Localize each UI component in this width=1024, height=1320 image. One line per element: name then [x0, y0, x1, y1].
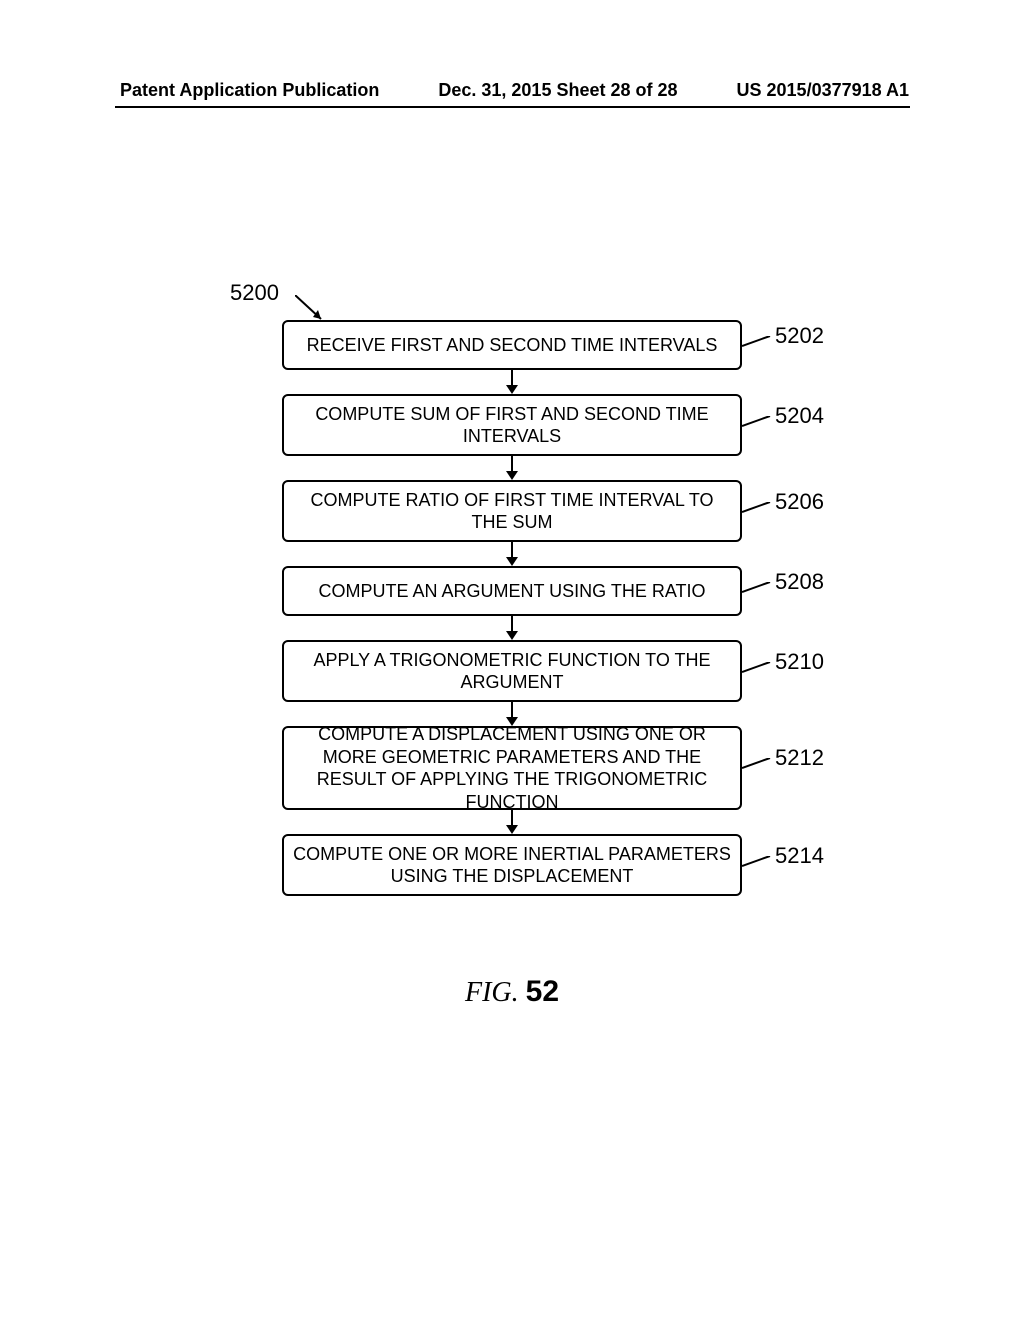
flow-connector: [0, 456, 1024, 480]
flow-box-5208: COMPUTE AN ARGUMENT USING THE RATIO: [282, 566, 742, 616]
flow-box-text: RECEIVE FIRST AND SECOND TIME INTERVALS: [307, 334, 718, 357]
flow-box-5206: COMPUTE RATIO OF FIRST TIME INTERVAL TO …: [282, 480, 742, 542]
flow-connector: [0, 542, 1024, 566]
flow-box-5212: COMPUTE A DISPLACEMENT USING ONE OR MORE…: [282, 726, 742, 810]
arrow-down-icon: [506, 557, 518, 566]
page: Patent Application Publication Dec. 31, …: [0, 0, 1024, 1320]
header-divider: [115, 106, 910, 108]
flow-box-5214: COMPUTE ONE OR MORE INERTIAL PARAMETERS …: [282, 834, 742, 896]
flow-ref-label: 5202: [775, 323, 824, 349]
flow-ref-label: 5214: [775, 843, 824, 869]
ref-leader: [742, 336, 772, 356]
flow-ref-label: 5204: [775, 403, 824, 429]
flow-ref-label: 5212: [775, 745, 824, 771]
flow-row: COMPUTE AN ARGUMENT USING THE RATIO 5208: [0, 566, 1024, 616]
flow-box-5202: RECEIVE FIRST AND SECOND TIME INTERVALS: [282, 320, 742, 370]
flow-row: COMPUTE ONE OR MORE INERTIAL PARAMETERS …: [0, 834, 1024, 896]
flow-box-text: COMPUTE AN ARGUMENT USING THE RATIO: [318, 580, 705, 603]
flow-box-text: COMPUTE ONE OR MORE INERTIAL PARAMETERS …: [292, 843, 732, 888]
figure-number: 52: [526, 975, 559, 1008]
flow-box-5210: APPLY A TRIGONOMETRIC FUNCTION TO THE AR…: [282, 640, 742, 702]
flow-connector: [0, 370, 1024, 394]
ref-leader: [742, 416, 772, 436]
flow-ref-label: 5206: [775, 489, 824, 515]
flow-connector: [0, 810, 1024, 834]
header-center: Dec. 31, 2015 Sheet 28 of 28: [438, 80, 677, 101]
arrow-down-icon: [506, 825, 518, 834]
flow-row: COMPUTE SUM OF FIRST AND SECOND TIME INT…: [0, 394, 1024, 456]
flow-row: APPLY A TRIGONOMETRIC FUNCTION TO THE AR…: [0, 640, 1024, 702]
header-right: US 2015/0377918 A1: [737, 80, 909, 101]
ref-leader: [742, 758, 772, 778]
figure-prefix: FIG.: [465, 977, 519, 1008]
ref-leader: [742, 582, 772, 602]
flow-connector: [0, 616, 1024, 640]
flow-box-5204: COMPUTE SUM OF FIRST AND SECOND TIME INT…: [282, 394, 742, 456]
arrow-down-icon: [506, 471, 518, 480]
flow-box-text: COMPUTE A DISPLACEMENT USING ONE OR MORE…: [292, 723, 732, 813]
flow-boxes: RECEIVE FIRST AND SECOND TIME INTERVALS …: [0, 320, 1024, 896]
ref-leader: [742, 856, 772, 876]
flow-row: COMPUTE A DISPLACEMENT USING ONE OR MORE…: [0, 726, 1024, 810]
flow-box-text: COMPUTE RATIO OF FIRST TIME INTERVAL TO …: [292, 489, 732, 534]
header-left: Patent Application Publication: [120, 80, 379, 101]
flow-ref-label: 5208: [775, 569, 824, 595]
arrow-down-icon: [506, 631, 518, 640]
arrow-down-icon: [506, 385, 518, 394]
flow-row: RECEIVE FIRST AND SECOND TIME INTERVALS …: [0, 320, 1024, 370]
flow-box-text: COMPUTE SUM OF FIRST AND SECOND TIME INT…: [292, 403, 732, 448]
flow-ref-5200: 5200: [230, 280, 279, 306]
figure-label: FIG. 52: [0, 975, 1024, 1009]
flow-row: COMPUTE RATIO OF FIRST TIME INTERVAL TO …: [0, 480, 1024, 542]
ref-leader: [742, 502, 772, 522]
flow-ref-label: 5210: [775, 649, 824, 675]
ref-leader: [742, 662, 772, 682]
flow-box-text: APPLY A TRIGONOMETRIC FUNCTION TO THE AR…: [292, 649, 732, 694]
page-header: Patent Application Publication Dec. 31, …: [0, 80, 1024, 101]
